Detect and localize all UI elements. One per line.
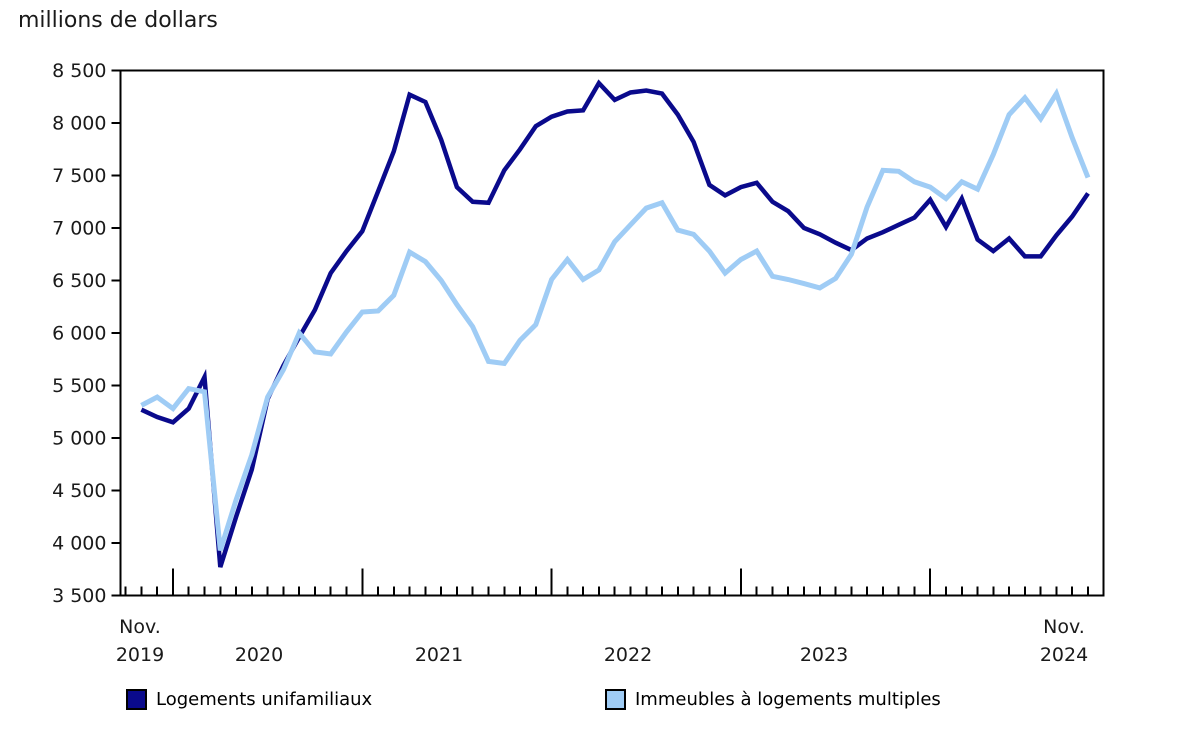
x-axis-label: 2024 — [1040, 644, 1088, 666]
legend-item-immeubles-multiples: Immeubles à logements multiples — [605, 688, 941, 710]
series-line-immeubles-multiples — [140, 87, 1091, 552]
legend-swatch-immeubles-multiples — [605, 688, 626, 710]
x-axis-label: 2022 — [604, 644, 652, 666]
series-line-logements-unifamiliaux — [140, 79, 1090, 568]
y-tick-label: 7 000 — [52, 218, 106, 240]
y-axis: 3 500 4 000 4 500 5 000 5 500 6 000 6 500 7 000… — [52, 60, 121, 607]
x-axis-label: 2021 — [415, 644, 463, 666]
chart-title: millions de dollars — [18, 8, 218, 33]
legend-swatch-logements-unifamiliaux — [126, 688, 147, 710]
y-tick-label: 4 000 — [52, 533, 106, 555]
legend-label-logements-unifamiliaux: Logements unifamiliaux — [156, 688, 373, 710]
y-tick-label: 6 500 — [52, 270, 106, 292]
y-tick-label: 4 500 — [52, 480, 106, 502]
plot-frame — [119, 69, 1105, 597]
y-tick-label: 8 500 — [52, 60, 106, 82]
x-axis-label: 2020 — [235, 644, 283, 666]
y-tick-label: 5 000 — [52, 428, 106, 450]
y-tick-label: 7 500 — [52, 165, 106, 187]
x-axis-label: Nov. — [1043, 616, 1085, 638]
x-axis-label: 2023 — [800, 644, 848, 666]
legend-label-immeubles-multiples: Immeubles à logements multiples — [635, 688, 941, 710]
y-tick-label: 8 000 — [52, 113, 106, 135]
x-axis-label: Nov. — [119, 616, 161, 638]
y-tick-label: 5 500 — [52, 375, 106, 397]
x-axis-label: 2019 — [116, 644, 164, 666]
y-tick-label: 3 500 — [52, 585, 106, 607]
legend-item-logements-unifamiliaux: Logements unifamiliaux — [126, 688, 372, 710]
x-axis: Nov. 2019 2020 2021 2022 2023 Nov. 2024 — [116, 568, 1089, 666]
y-tick-label: 6 000 — [52, 323, 106, 345]
